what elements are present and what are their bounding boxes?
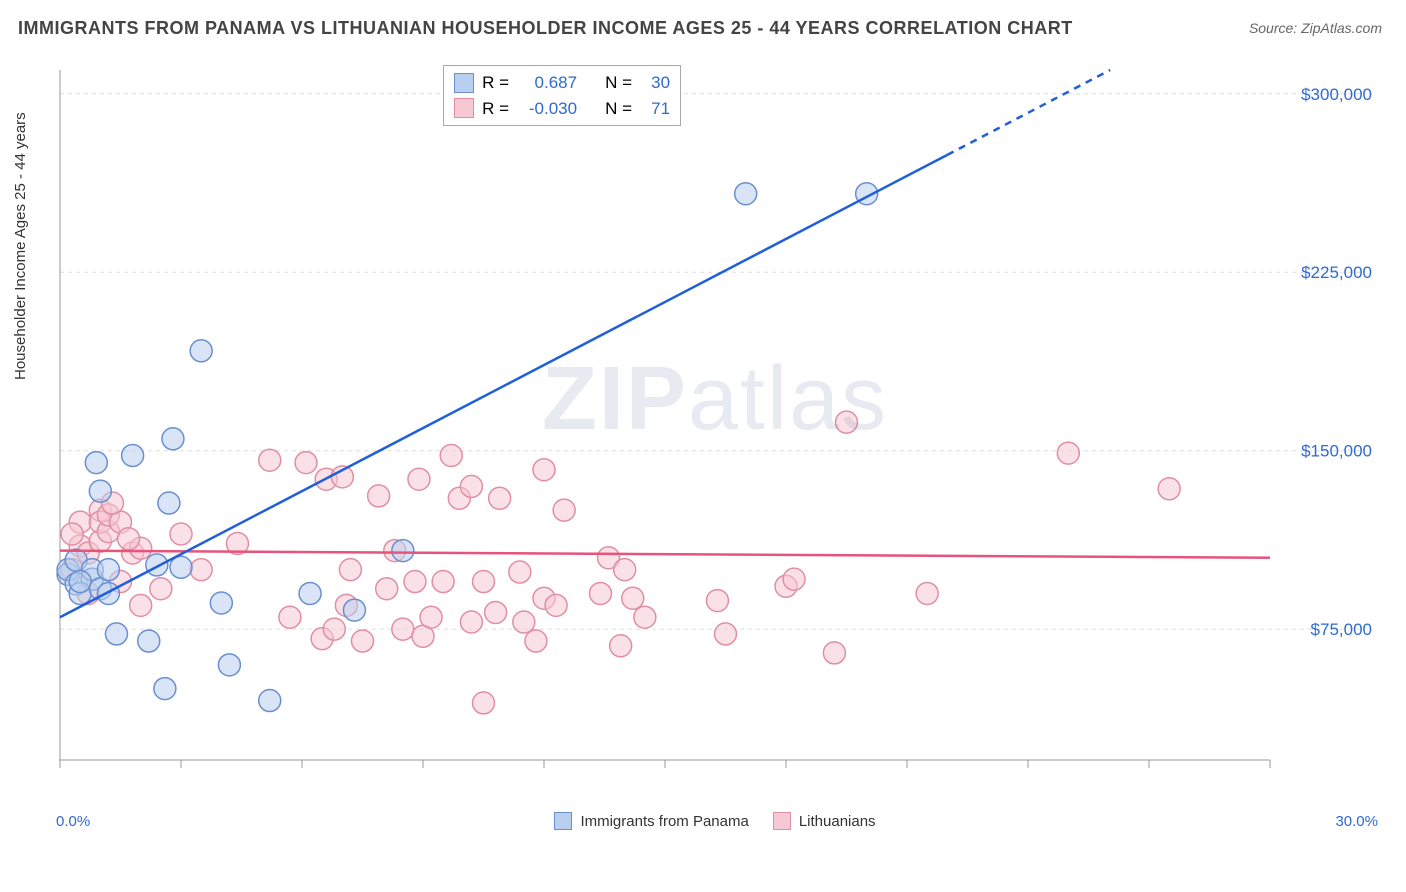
stat-legend: R =0.687N =30R =-0.030N =71 <box>443 65 681 126</box>
bottom-legend-bar: 0.0% Immigrants from Panama Lithuanians … <box>50 807 1380 835</box>
legend-item-b: Lithuanians <box>773 812 876 830</box>
chart-title: IMMIGRANTS FROM PANAMA VS LITHUANIAN HOU… <box>18 18 1073 39</box>
y-axis-label: Householder Income Ages 25 - 44 years <box>12 112 29 380</box>
legend-swatch-a <box>554 812 572 830</box>
legend-label-b: Lithuanians <box>799 813 876 830</box>
legend-label-a: Immigrants from Panama <box>580 813 748 830</box>
svg-text:$150,000: $150,000 <box>1301 442 1372 461</box>
svg-text:$300,000: $300,000 <box>1301 85 1372 104</box>
source-label: Source: ZipAtlas.com <box>1249 20 1382 36</box>
legend-swatch-b <box>773 812 791 830</box>
svg-text:$75,000: $75,000 <box>1311 620 1372 639</box>
chart-svg: $75,000 $150,000 $225,000 $300,000 <box>50 60 1380 780</box>
chart-plot-area: $75,000$150,000$225,000$300,000 ZIPatlas… <box>50 60 1380 780</box>
svg-text:$225,000: $225,000 <box>1301 263 1372 282</box>
legend-item-a: Immigrants from Panama <box>554 812 748 830</box>
